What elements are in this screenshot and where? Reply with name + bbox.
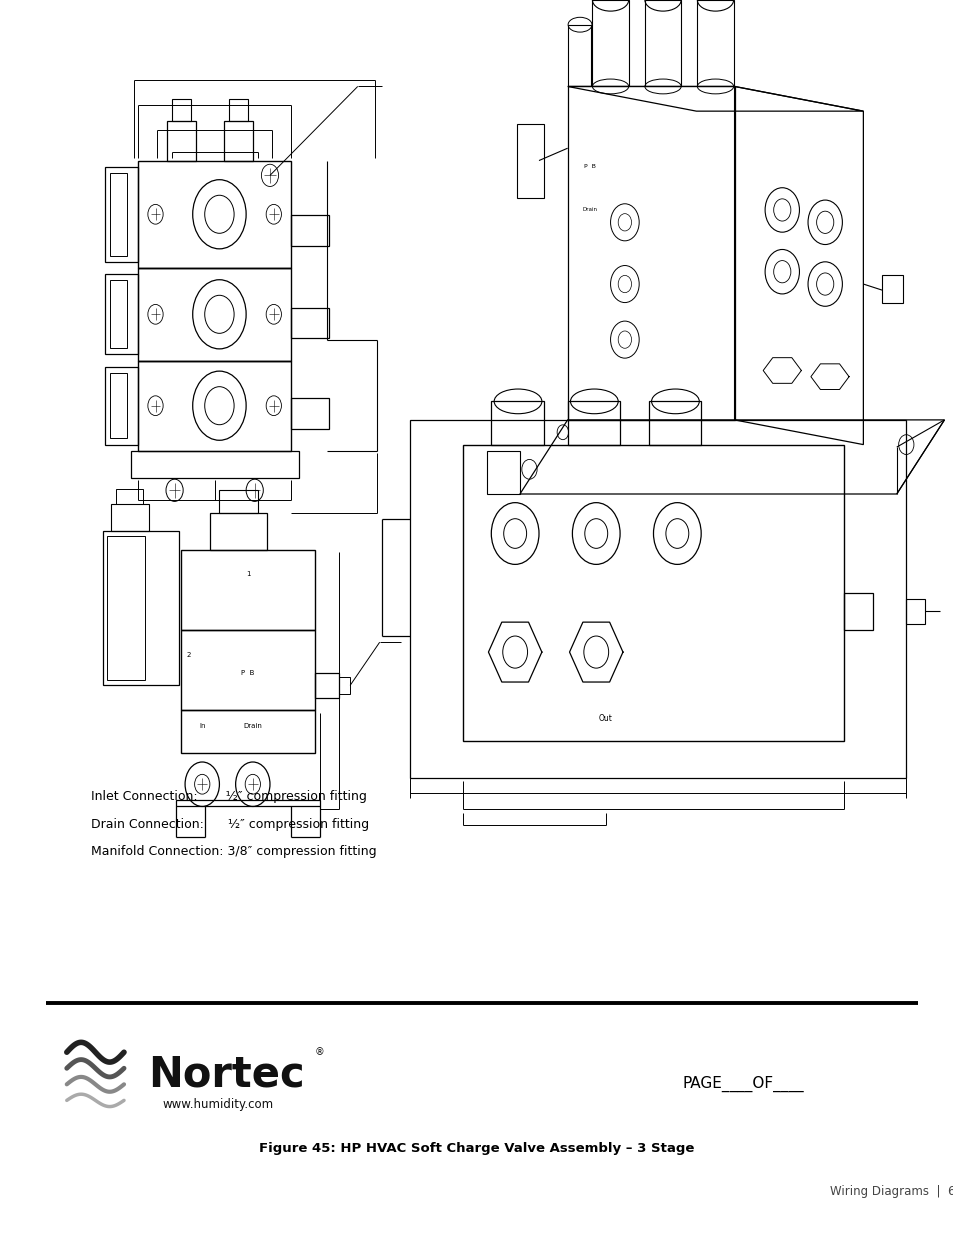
Text: P  B: P B — [241, 671, 254, 676]
Bar — [138, 361, 291, 451]
Text: Nortec: Nortec — [148, 1053, 304, 1095]
Bar — [181, 710, 314, 753]
Bar — [291, 215, 329, 246]
Bar — [882, 275, 902, 303]
Bar — [105, 367, 138, 445]
Text: Drain Connection:      ½″ compression fitting: Drain Connection: ½″ compression fitting — [91, 818, 369, 831]
Bar — [131, 451, 298, 478]
Bar — [291, 308, 329, 338]
Bar — [138, 268, 291, 361]
Text: Wiring Diagrams  |  68: Wiring Diagrams | 68 — [829, 1186, 953, 1198]
Bar — [843, 593, 872, 630]
Bar — [462, 445, 843, 741]
Bar — [110, 373, 127, 438]
Bar — [697, 0, 733, 86]
Text: P  B: P B — [583, 164, 595, 169]
Bar — [181, 550, 314, 630]
Bar — [644, 0, 680, 86]
Bar — [905, 599, 924, 624]
Bar — [592, 0, 628, 86]
Bar — [105, 167, 138, 262]
Text: Inlet Connection:       ½″ compression fitting: Inlet Connection: ½″ compression fitting — [91, 790, 366, 804]
Bar — [210, 513, 267, 550]
Bar — [491, 401, 543, 445]
Bar — [181, 630, 314, 710]
Bar — [110, 173, 127, 256]
Bar — [176, 800, 319, 806]
Bar — [291, 398, 329, 429]
Bar — [107, 536, 145, 680]
Bar — [103, 531, 179, 685]
Bar — [219, 490, 257, 513]
Text: www.humidity.com: www.humidity.com — [162, 1098, 273, 1110]
Bar — [567, 401, 619, 445]
Bar — [110, 280, 127, 348]
Text: Drain: Drain — [243, 722, 262, 729]
Bar — [517, 124, 543, 198]
Text: PAGE____OF____: PAGE____OF____ — [681, 1076, 802, 1093]
Bar — [229, 99, 248, 121]
Text: In: In — [199, 722, 205, 729]
Text: 1: 1 — [246, 572, 250, 577]
Bar — [224, 121, 253, 161]
Bar — [138, 161, 291, 268]
Text: 2: 2 — [186, 652, 191, 657]
Bar — [314, 673, 338, 698]
Bar — [648, 401, 700, 445]
Bar — [410, 420, 905, 778]
Bar — [111, 504, 149, 531]
Text: Drain: Drain — [581, 207, 597, 212]
Bar — [116, 489, 143, 504]
Bar — [167, 121, 195, 161]
Bar — [567, 25, 591, 86]
Bar — [105, 274, 138, 354]
Text: Out: Out — [598, 714, 612, 724]
Text: ®: ® — [314, 1047, 324, 1057]
Text: Manifold Connection: 3/8″ compression fitting: Manifold Connection: 3/8″ compression fi… — [91, 845, 375, 858]
Text: Figure 45: HP HVAC Soft Charge Valve Assembly – 3 Stage: Figure 45: HP HVAC Soft Charge Valve Ass… — [259, 1142, 694, 1155]
Bar — [172, 99, 191, 121]
Bar — [338, 677, 350, 694]
